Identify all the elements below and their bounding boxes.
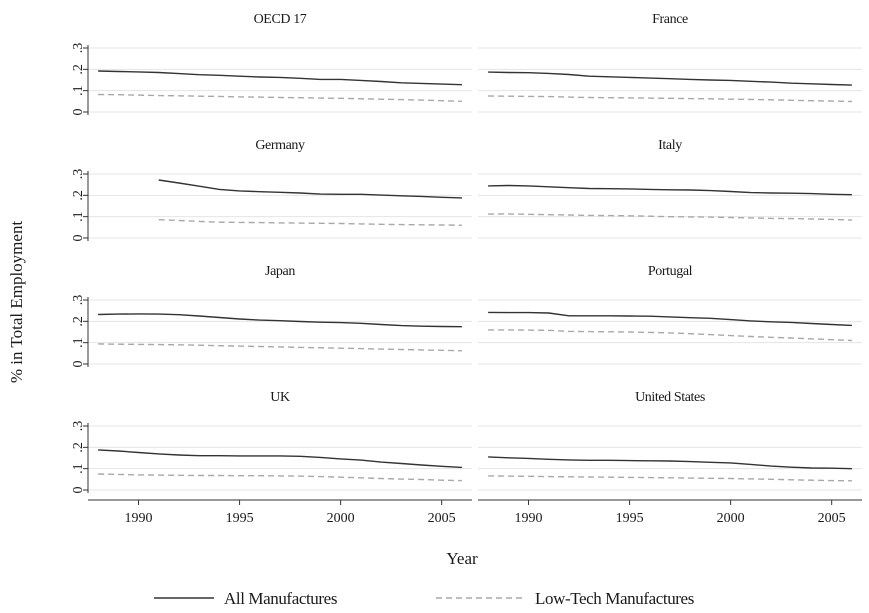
y-axis-title: % in Total Employment: [7, 221, 26, 384]
panel-portugal: Portugal: [478, 264, 862, 365]
legend-label-low-tech-manufactures: Low-Tech Manufactures: [535, 589, 694, 608]
series-line-uk-all-manufactures: [98, 449, 462, 469]
legend-label-all-manufactures: All Manufactures: [224, 589, 337, 608]
y-tick-label-uk-2: .2: [71, 442, 86, 453]
y-tick-label-japan-3: .3: [71, 295, 86, 306]
series-line-uk-low-tech-manufactures: [98, 473, 462, 482]
series-line-italy-all-manufactures: [488, 184, 852, 196]
y-tick-label-oecd-17-3: .3: [71, 43, 86, 54]
panel-japan: Japan 0 .1 .2 .3: [71, 264, 472, 368]
y-tick-label-germany-1: .1: [71, 211, 86, 222]
panel-germany: Germany 0 .1 .2 .3: [71, 138, 472, 242]
panel-title-italy: Italy: [658, 138, 682, 153]
series-line-united-states-low-tech-manufactures: [488, 475, 852, 482]
panel-title-japan: Japan: [265, 264, 295, 279]
panel-uk: UK 0 .1 .2 .3: [71, 390, 472, 494]
y-tick-label-oecd-17-2: .2: [71, 64, 86, 75]
series-line-france-low-tech-manufactures: [488, 95, 852, 103]
y-tick-label-germany-2: .2: [71, 190, 86, 201]
series-line-france-all-manufactures: [488, 71, 852, 86]
panel-france: France: [478, 12, 862, 113]
panel-title-uk: UK: [270, 390, 290, 405]
x-tick-label-0-1: 1995: [226, 511, 254, 526]
series-line-germany-all-manufactures: [158, 179, 462, 199]
y-tick-label-japan-2: .2: [71, 316, 86, 327]
series-line-united-states-all-manufactures: [488, 456, 852, 470]
series-line-oecd-17-low-tech-manufactures: [98, 93, 462, 102]
x-tick-label-0-0: 1990: [125, 511, 153, 526]
y-tick-label-oecd-17-0: 0: [71, 109, 86, 116]
x-axis-title: Year: [446, 549, 478, 568]
x-tick-label-0-3: 2005: [428, 511, 456, 526]
panel-united-states: United States: [478, 390, 862, 491]
series-line-japan-all-manufactures: [98, 313, 462, 328]
y-tick-label-germany-3: .3: [71, 169, 86, 180]
panel-title-portugal: Portugal: [648, 264, 693, 279]
x-axis-layer: 1990 1995 2000 2005 1990 1995 2000 2005: [88, 499, 862, 526]
panels-layer: OECD 17 0 .1 .2 .3 France Germany 0 .1 .2 .3 Italy J…: [71, 12, 862, 494]
series-line-italy-low-tech-manufactures: [488, 213, 852, 221]
y-tick-label-germany-0: 0: [71, 235, 86, 242]
x-tick-label-1-2: 2000: [717, 511, 745, 526]
y-tick-label-japan-0: 0: [71, 361, 86, 368]
y-tick-label-uk-1: .1: [71, 463, 86, 474]
series-line-portugal-all-manufactures: [488, 311, 852, 327]
series-line-oecd-17-all-manufactures: [98, 70, 462, 86]
panel-title-oecd-17: OECD 17: [254, 12, 307, 27]
x-tick-label-0-2: 2000: [327, 511, 355, 526]
series-line-portugal-low-tech-manufactures: [488, 329, 852, 342]
panel-title-france: France: [652, 12, 688, 27]
panel-title-united-states: United States: [635, 390, 705, 405]
legend: All Manufactures Low-Tech Manufactures: [154, 589, 694, 608]
y-tick-label-japan-1: .1: [71, 337, 86, 348]
x-tick-label-1-1: 1995: [616, 511, 644, 526]
panel-title-germany: Germany: [255, 138, 305, 153]
x-tick-label-1-0: 1990: [515, 511, 543, 526]
panel-oecd-17: OECD 17 0 .1 .2 .3: [71, 12, 472, 116]
y-tick-label-uk-3: .3: [71, 421, 86, 432]
y-tick-label-uk-0: 0: [71, 487, 86, 494]
series-line-japan-low-tech-manufactures: [98, 343, 462, 352]
y-tick-label-oecd-17-1: .1: [71, 85, 86, 96]
x-tick-label-1-3: 2005: [818, 511, 846, 526]
series-line-germany-low-tech-manufactures: [158, 219, 462, 226]
panel-italy: Italy: [478, 138, 862, 239]
